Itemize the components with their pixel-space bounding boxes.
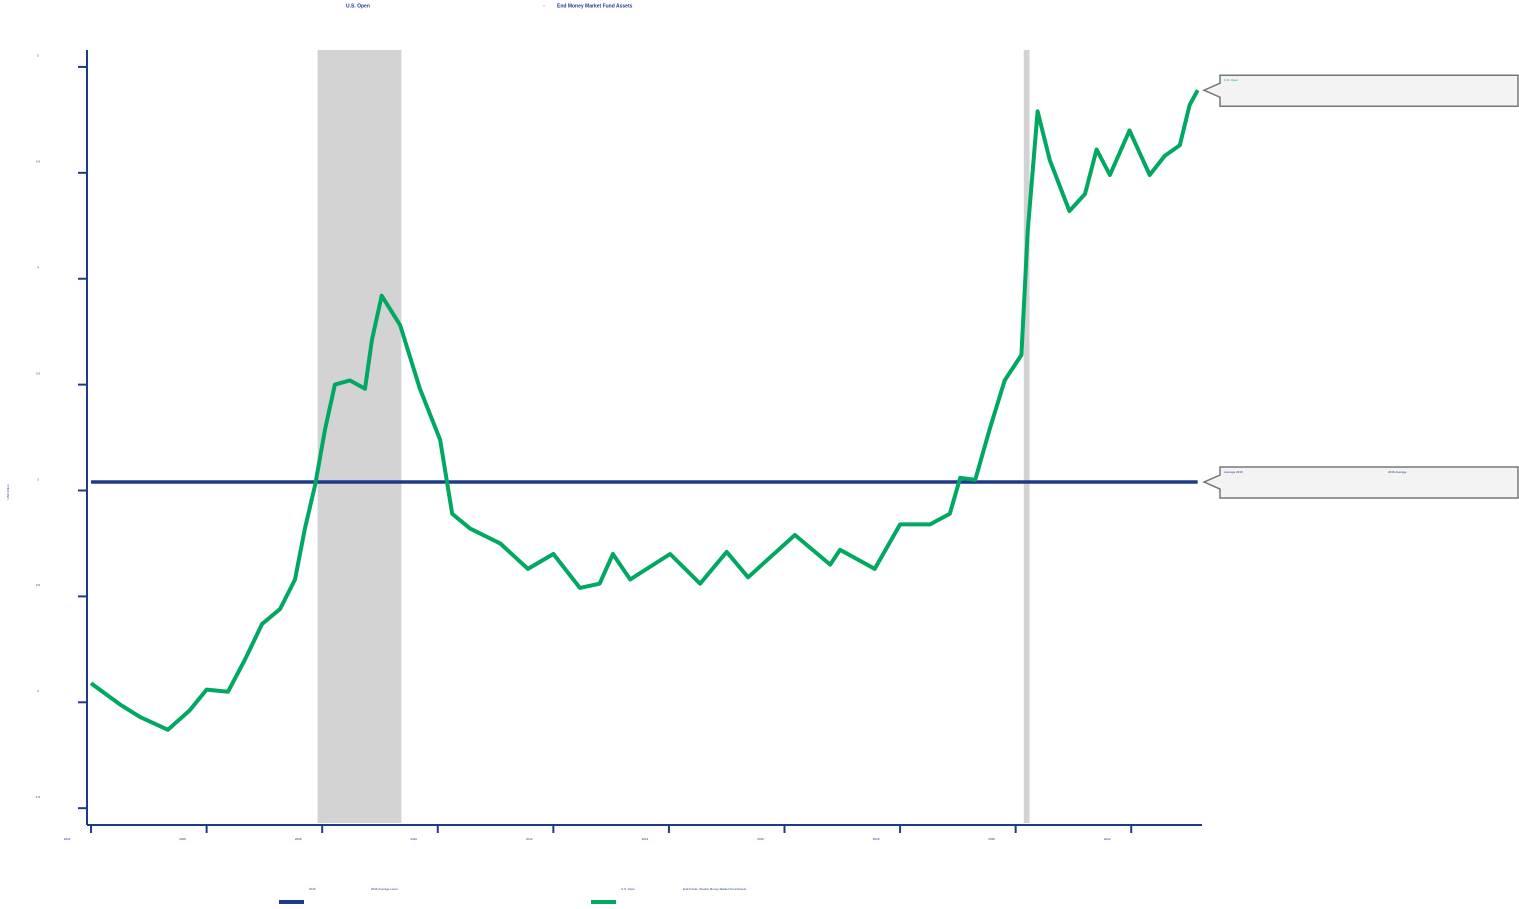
legend-label: End Funds, Weekly Money Market Fund Asse… [683,887,747,891]
y-tick-label: 2 [37,689,39,693]
legend-name: U.S. Open [621,887,635,891]
x-tick-label: 2008 [295,837,302,841]
y-tick-label: 5 [37,54,39,58]
x-tick-label: 2010 [410,837,417,841]
y-tick-label: 2.5 [36,583,41,587]
x-tick-label: 2020 [988,837,995,841]
callout-text: U.S. Open [1224,78,1238,82]
x-tick-label: 2016 [757,837,764,841]
y-tick-label: 3.5 [36,371,41,375]
legend-swatch [279,900,304,904]
recession-band [317,50,402,823]
legend-name: 2016 [309,887,316,891]
callout-box [1202,74,1519,107]
callout-box [1202,466,1519,499]
callout-note: 2016 Average [1388,470,1407,474]
x-tick-label: 2012 [526,837,533,841]
series-line [89,89,1200,732]
y-tick-label: 4.5 [36,160,41,164]
x-tick-label: 2022 [1104,837,1111,841]
y-tick-label: 4 [37,266,39,270]
top-legend: U.S. Open End Money Market Fund Assets [346,3,633,9]
legend-swatch [591,900,616,904]
x-tick-label: 2004 [64,837,71,841]
recession-band [1023,50,1030,823]
callout-text: Average 2016 [1224,470,1243,474]
legend-separator [543,5,545,7]
x-tick-label: 2014 [642,837,649,841]
y-tick-label: 3 [37,477,39,481]
x-tick-label: 2018 [873,837,880,841]
top-legend-item: End Money Market Fund Assets [557,3,633,9]
y-axis-label: USD trillion [6,484,10,499]
legend-label: 2016 Average Level [371,887,398,891]
y-tick-label: 1.5 [36,795,41,799]
top-legend-item: U.S. Open [346,3,370,9]
x-tick-label: 2006 [179,837,186,841]
